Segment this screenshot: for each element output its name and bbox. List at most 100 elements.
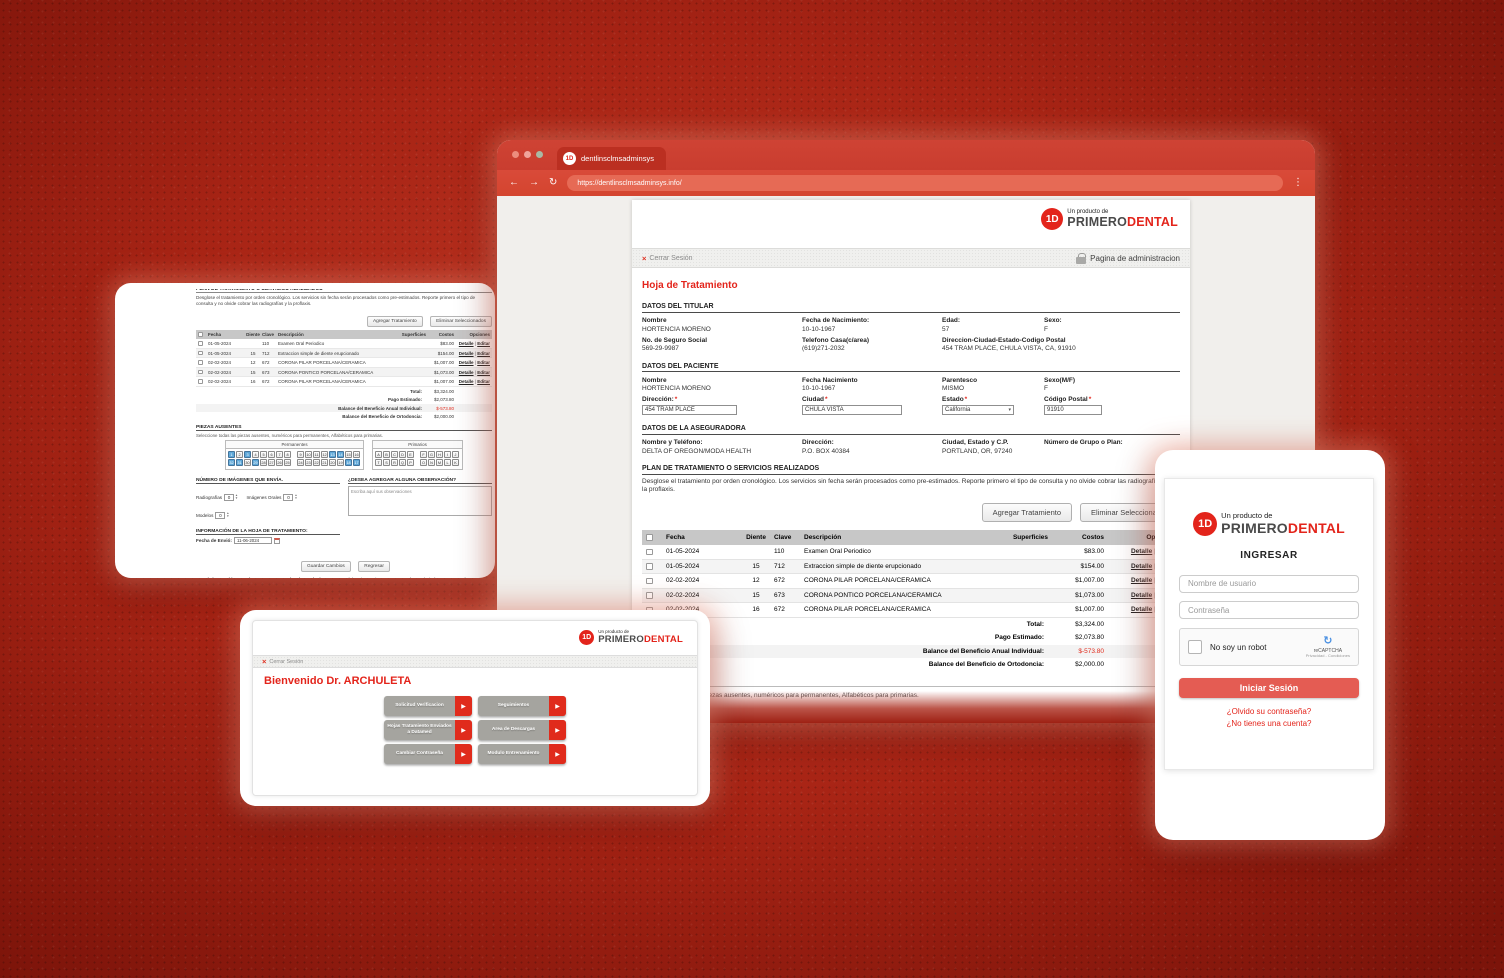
- browser-tab[interactable]: 1D dentlinsclmsadminsys: [557, 147, 666, 170]
- window-controls[interactable]: [512, 151, 543, 158]
- text-input[interactable]: California ▾: [942, 404, 1014, 415]
- calendar-icon[interactable]: [273, 537, 281, 545]
- tooth-cell[interactable]: C: [391, 451, 398, 459]
- tooth-cell[interactable]: E: [407, 451, 414, 459]
- image-count-stepper[interactable]: Imágenes Orales 0 ▲ ▼: [246, 493, 298, 501]
- add-treatment-button[interactable]: Agregar Tratamiento: [981, 503, 1073, 523]
- admin-page-link[interactable]: Pagina de administracion: [1076, 252, 1180, 264]
- select-all-checkbox[interactable]: [646, 534, 653, 541]
- detail-link[interactable]: Detalle: [458, 369, 474, 375]
- save-changes-button[interactable]: Guardar Cambios: [300, 561, 351, 573]
- tooth-cell[interactable]: J: [452, 451, 459, 459]
- tooth-cell[interactable]: 15: [345, 451, 352, 459]
- tooth-cell[interactable]: 17: [353, 459, 360, 467]
- tooth-cell[interactable]: P: [407, 459, 414, 467]
- detail-link[interactable]: Detalle: [458, 360, 474, 366]
- tooth-cell[interactable]: 8: [284, 451, 291, 459]
- logout-link[interactable]: × Cerrar Sesión: [642, 253, 693, 263]
- observation-textarea[interactable]: Escriba aquí sus observaciones: [348, 485, 492, 516]
- edit-link[interactable]: Editar: [477, 379, 490, 385]
- tooth-cell[interactable]: H: [436, 451, 443, 459]
- captcha-privacy-links[interactable]: Privacidad - Condiciones: [1305, 653, 1350, 659]
- tooth-cell[interactable]: 14: [337, 451, 344, 459]
- forward-icon[interactable]: →: [529, 177, 539, 188]
- text-input[interactable]: 91910▾: [1044, 404, 1102, 415]
- detail-link[interactable]: Detalle: [1130, 548, 1153, 556]
- row-checkbox[interactable]: [646, 592, 653, 599]
- row-checkbox[interactable]: [646, 563, 653, 570]
- tooth-cell[interactable]: K: [452, 459, 459, 467]
- tooth-cell[interactable]: 26: [276, 459, 283, 467]
- tooth-cell[interactable]: 19: [337, 459, 344, 467]
- menu-button[interactable]: Seguimientos ▶: [478, 696, 566, 716]
- kebab-menu-icon[interactable]: ⋮: [1293, 177, 1303, 188]
- select-all-checkbox[interactable]: [198, 332, 203, 337]
- window-dot-icon[interactable]: [524, 151, 531, 158]
- detail-link[interactable]: Detalle: [1130, 562, 1153, 570]
- tooth-cell[interactable]: S: [383, 459, 390, 467]
- tooth-cell[interactable]: 28: [260, 459, 267, 467]
- stepper-arrows-icon[interactable]: ▲ ▼: [235, 493, 239, 501]
- row-checkbox[interactable]: [198, 350, 203, 356]
- tooth-cell[interactable]: 24: [297, 459, 304, 467]
- menu-button[interactable]: Solicitud Verificacion ▶: [384, 696, 472, 716]
- tooth-cell[interactable]: 12: [321, 451, 328, 459]
- text-input[interactable]: 454 TRAM PLACE▾: [642, 404, 737, 415]
- edit-link[interactable]: Editar: [477, 360, 490, 366]
- tooth-cell[interactable]: 2: [236, 451, 243, 459]
- detail-link[interactable]: Detalle: [458, 341, 474, 347]
- tooth-cell[interactable]: 13: [329, 451, 336, 459]
- no-account-link[interactable]: ¿No tienes una cuenta?: [1226, 718, 1312, 728]
- tooth-cell[interactable]: 16: [353, 451, 360, 459]
- row-checkbox[interactable]: [198, 360, 203, 365]
- forgot-password-link[interactable]: ¿Olvido su contraseña?: [1226, 707, 1312, 716]
- menu-button[interactable]: Area de Descargas ▶: [478, 720, 566, 740]
- tooth-cell[interactable]: 32: [228, 459, 235, 467]
- detail-link[interactable]: Detalle: [458, 379, 474, 385]
- send-date-input[interactable]: 11-06-2024: [233, 537, 272, 545]
- tooth-cell[interactable]: 7: [276, 451, 283, 459]
- stepper-arrows-icon[interactable]: ▲ ▼: [294, 493, 298, 501]
- tooth-cell[interactable]: 23: [305, 459, 312, 467]
- tooth-cell[interactable]: 6: [268, 451, 275, 459]
- tooth-cell[interactable]: B: [383, 451, 390, 459]
- tooth-cell[interactable]: F: [420, 451, 427, 459]
- row-checkbox[interactable]: [198, 369, 203, 375]
- edit-link[interactable]: Editar: [477, 350, 490, 356]
- tooth-cell[interactable]: I: [444, 451, 451, 459]
- tooth-cell[interactable]: 1: [228, 451, 235, 459]
- menu-button[interactable]: Cambiar Contraseña ▶: [384, 744, 472, 764]
- logout-link[interactable]: × Cerrar Sesión: [262, 657, 304, 666]
- tooth-cell[interactable]: 20: [329, 459, 336, 467]
- tooth-cell[interactable]: 30: [244, 459, 251, 467]
- tooth-cell[interactable]: 10: [305, 451, 312, 459]
- row-checkbox[interactable]: [646, 577, 653, 585]
- window-dot-icon[interactable]: [512, 151, 519, 158]
- image-count-stepper[interactable]: Modelos 0 ▲ ▼: [196, 511, 230, 519]
- captcha-checkbox[interactable]: [1188, 640, 1202, 654]
- tooth-cell[interactable]: D: [399, 451, 406, 459]
- sign-in-button[interactable]: Iniciar Sesión: [1179, 678, 1359, 698]
- detail-link[interactable]: Detalle: [458, 350, 474, 356]
- tooth-cell[interactable]: N: [428, 459, 435, 467]
- tooth-cell[interactable]: 27: [268, 459, 275, 467]
- detail-link[interactable]: Detalle: [1130, 591, 1153, 599]
- tooth-cell[interactable]: 22: [313, 459, 320, 467]
- password-input[interactable]: [1179, 601, 1359, 619]
- back-icon[interactable]: ←: [509, 177, 519, 188]
- tooth-cell[interactable]: T: [375, 459, 382, 467]
- text-input[interactable]: CHULA VISTA▾: [802, 404, 902, 415]
- edit-link[interactable]: Editar: [477, 341, 490, 347]
- tooth-cell[interactable]: 18: [345, 459, 352, 467]
- tooth-cell[interactable]: L: [444, 459, 451, 467]
- detail-link[interactable]: Detalle: [1130, 577, 1153, 585]
- tooth-cell[interactable]: 29: [252, 459, 259, 467]
- tooth-cell[interactable]: 4: [252, 451, 259, 459]
- stepper-arrows-icon[interactable]: ▲ ▼: [226, 511, 230, 519]
- row-checkbox[interactable]: [198, 341, 203, 346]
- tooth-cell[interactable]: A: [375, 451, 382, 459]
- tooth-cell[interactable]: 31: [236, 459, 243, 467]
- username-input[interactable]: [1179, 574, 1359, 593]
- tooth-cell[interactable]: 5: [260, 451, 267, 459]
- tooth-cell[interactable]: 9: [297, 451, 304, 459]
